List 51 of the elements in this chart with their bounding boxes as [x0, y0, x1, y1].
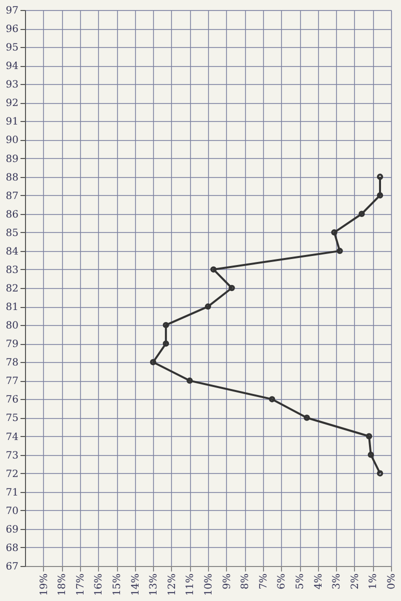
- y-tick-label: 84: [6, 246, 18, 258]
- y-tick-label: 80: [6, 320, 18, 332]
- x-tick-label: 11%: [185, 574, 196, 596]
- y-tick-label: 79: [6, 339, 18, 350]
- x-tick-label: 4%: [313, 574, 324, 590]
- y-tick-label: 75: [6, 413, 18, 424]
- y-tick-label: 91: [6, 116, 18, 128]
- x-tick-label: 8%: [240, 574, 252, 590]
- x-tick-label: 16%: [94, 574, 105, 596]
- x-tick-label: 15%: [112, 574, 123, 596]
- y-tick-label: 82: [6, 284, 18, 294]
- x-tick-label: 17%: [75, 574, 86, 596]
- y-tick-label: 96: [6, 24, 18, 36]
- y-tick-label: 86: [6, 209, 18, 220]
- x-tick-label: 7%: [258, 574, 270, 590]
- y-tick-label: 87: [6, 190, 18, 202]
- y-tick-label: 83: [6, 264, 18, 276]
- y-tick-label: 89: [6, 154, 18, 165]
- x-tick-label: 3%: [332, 574, 343, 590]
- y-tick-label: 93: [6, 80, 18, 91]
- x-tick-label: 9%: [222, 574, 233, 590]
- x-tick-label: 0%: [386, 574, 398, 590]
- x-tick-label: 12%: [166, 574, 178, 596]
- y-tick-label: 76: [6, 394, 18, 406]
- y-tick-label: 72: [6, 468, 18, 480]
- y-tick-label: 69: [6, 524, 18, 536]
- y-tick-label: 70: [6, 506, 18, 517]
- y-tick-label: 68: [6, 542, 18, 554]
- x-tick-label: 14%: [130, 574, 142, 596]
- x-tick-label: 6%: [276, 574, 288, 590]
- y-tick-label: 97: [6, 6, 18, 16]
- y-tick-label: 67: [6, 562, 18, 572]
- x-tick-label: 19%: [38, 574, 50, 596]
- x-tick-label: 5%: [295, 574, 306, 590]
- x-tick-label: 10%: [204, 574, 214, 596]
- y-tick-label: 77: [6, 376, 18, 388]
- y-tick-label: 92: [6, 98, 18, 110]
- y-tick-label: 78: [6, 358, 18, 369]
- x-tick-label: 13%: [148, 574, 160, 596]
- y-tick-label: 73: [6, 450, 18, 462]
- y-tick-label: 95: [6, 42, 18, 54]
- x-tick-label: 2%: [350, 574, 361, 590]
- y-tick-label: 74: [6, 432, 18, 443]
- x-tick-label: 1%: [368, 574, 380, 590]
- x-tick-label: 18%: [57, 574, 68, 596]
- y-tick-label: 90: [6, 135, 18, 146]
- y-tick-label: 81: [6, 302, 18, 314]
- y-tick-label: 71: [6, 487, 18, 498]
- y-tick-label: 88: [6, 172, 18, 184]
- y-tick-label: 94: [6, 61, 18, 72]
- y-tick-label: 85: [6, 228, 18, 239]
